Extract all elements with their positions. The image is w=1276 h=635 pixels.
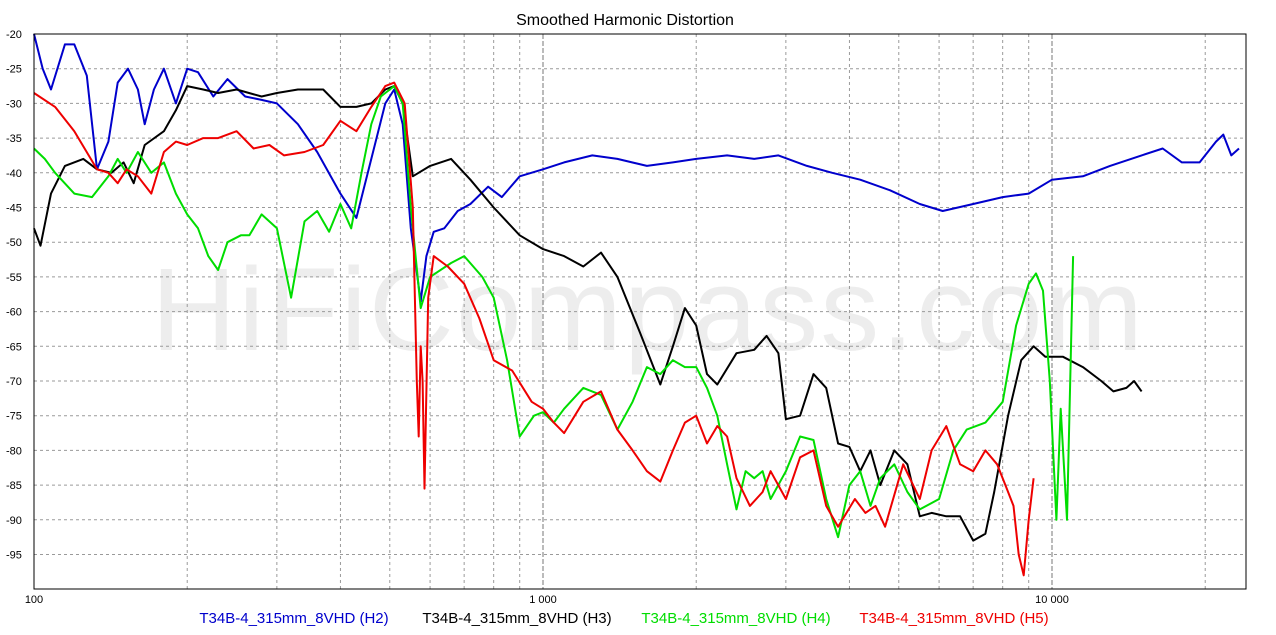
y-tick-label: -80 [6,445,22,457]
y-axis-ticks: -20 -25 -30 -35 -40 -45 -50 -55 -60 -65 -70 -75 -80 -… [6,29,22,562]
y-tick-label: -20 [6,29,22,41]
y-tick-label: -70 [6,376,22,388]
series-line-3 [33,85,1143,542]
y-tick-label: -25 [6,64,22,76]
y-tick-label: -95 [6,550,22,562]
legend: T34B-4_315mm_8VHD (H2) T34B-4_315mm_8VHD … [199,610,1048,627]
x-axis-ticks: 100 1 000 10 000 [25,594,1069,606]
y-tick-label: -60 [6,307,22,319]
series-line-5 [33,81,1035,577]
legend-entry: T34B-4_315mm_8VHD (H5) [859,610,1048,627]
series-lines [33,33,1240,577]
series-line-4 [33,85,1075,539]
y-tick-label: -35 [6,133,22,145]
legend-entry: T34B-4_315mm_8VHD (H4) [641,610,830,627]
y-tick-label: -30 [6,98,22,110]
y-tick-label: -90 [6,515,22,527]
plot-frame [33,33,1247,590]
x-tick-label: 10 000 [1035,594,1069,606]
legend-entry: T34B-4_315mm_8VHD (H2) [199,610,388,627]
y-tick-label: -85 [6,480,22,492]
y-tick-label: -65 [6,341,22,353]
y-tick-label: -50 [6,237,22,249]
series-line-2 [33,33,1240,303]
y-tick-label: -55 [6,272,22,284]
watermark-text: HiFiCompass.com [151,244,1145,376]
y-tick-label: -40 [6,168,22,180]
chart-title: Smoothed Harmonic Distortion [516,12,734,29]
x-tick-label: 1 000 [529,594,557,606]
legend-entry: T34B-4_315mm_8VHD (H3) [422,610,611,627]
y-tick-label: -45 [6,203,22,215]
y-tick-label: -75 [6,411,22,423]
x-tick-label: 100 [25,594,43,606]
